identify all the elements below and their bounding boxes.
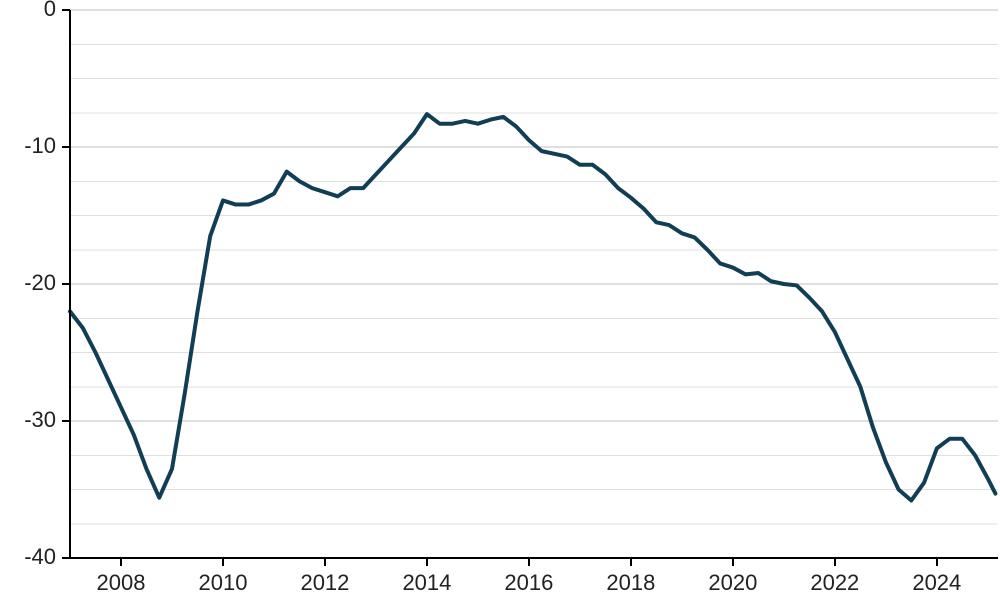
x-tick-label: 2016 xyxy=(504,570,553,595)
x-tick-label: 2024 xyxy=(912,570,961,595)
x-tick-label: 2012 xyxy=(300,570,349,595)
x-tick-label: 2020 xyxy=(708,570,757,595)
y-tick-label: -40 xyxy=(24,544,56,569)
y-tick-label: 0 xyxy=(44,0,56,21)
y-tick-label: -20 xyxy=(24,270,56,295)
x-tick-label: 2018 xyxy=(606,570,655,595)
y-tick-label: -30 xyxy=(24,407,56,432)
x-tick-label: 2010 xyxy=(198,570,247,595)
chart-svg: 0 -10 -20 -30 -40 2008 2010 2012 2014 2016 2018 202… xyxy=(0,0,1000,609)
line-chart: 0 -10 -20 -30 -40 2008 2010 2012 2014 2016 2018 202… xyxy=(0,0,1000,609)
x-tick-label: 2014 xyxy=(402,570,451,595)
y-tick-label: -10 xyxy=(24,133,56,158)
x-tick-label: 2008 xyxy=(97,570,146,595)
x-tick-label: 2022 xyxy=(810,570,859,595)
